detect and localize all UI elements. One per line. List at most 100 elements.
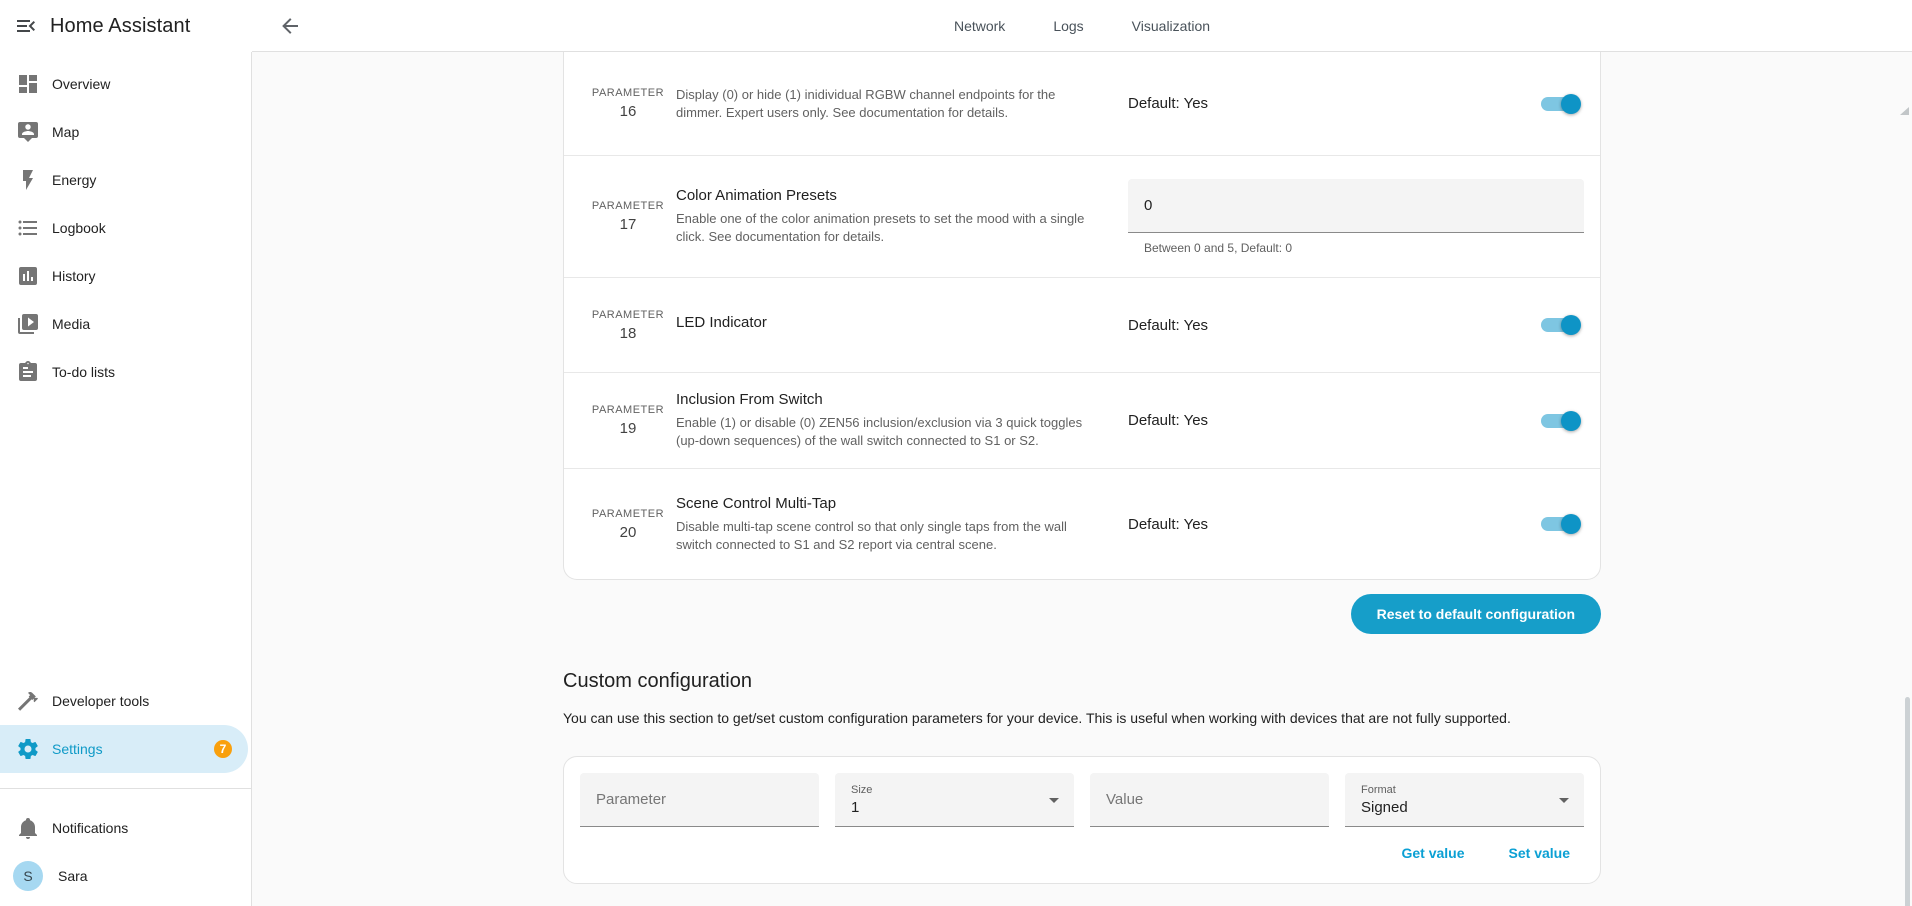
custom-configuration-description: You can use this section to get/set cust… [563,710,1511,726]
tab-network[interactable]: Network [953,17,1006,34]
bell-icon [16,816,40,840]
sidebar-header: Home Assistant [0,0,252,52]
parameter-title: Color Animation Presets [676,187,837,204]
hammer-icon [16,689,40,713]
toggle-switch[interactable] [1541,315,1581,335]
scrollbar-thumb[interactable] [1905,697,1910,906]
play-box-icon [16,312,40,336]
parameter-number: 17 [619,216,637,233]
sidebar-item-label: Settings [52,741,103,757]
lightning-bolt-icon [16,168,40,192]
parameter-label: PARAMETER [591,404,665,416]
parameter-row-18: PARAMETER 18 LED Indicator Default: Yes [564,278,1600,373]
sidebar-item-media[interactable]: Media [0,300,252,348]
sidebar-divider [0,788,252,789]
parameter-row-17: PARAMETER 17 Color Animation Presets Ena… [564,156,1600,278]
sidebar-item-map[interactable]: Map [0,108,252,156]
sidebar-item-label: Media [52,316,91,332]
toggle-switch[interactable] [1541,514,1581,534]
custom-configuration-card: Size 1 Format Signed [563,756,1601,884]
sidebar-item-label: Developer tools [52,693,150,709]
parameter-label: PARAMETER [591,507,665,520]
parameter-number: 20 [619,523,637,541]
gear-icon [16,737,40,761]
tab-bar: Network Logs Visualization [252,0,1912,52]
chart-box-icon [16,264,40,288]
parameter-description: Enable (1) or disable (0) ZEN56 inclusio… [676,415,1083,448]
value-input[interactable] [1106,791,1313,808]
top-bar: Network Logs Visualization [252,0,1912,52]
chevron-down-icon [1559,798,1569,803]
toggle-switch[interactable] [1541,410,1581,431]
size-value: 1 [851,798,860,816]
format-label: Format [1361,783,1396,796]
sidebar-item-history[interactable]: History [0,252,252,300]
config-content[interactable]: PARAMETER 16 Display (0) or hide (1) ini… [252,52,1912,906]
menu-open-icon[interactable] [14,14,38,38]
format-select[interactable]: Format Signed [1345,773,1584,827]
set-value-button[interactable]: Set value [1508,845,1570,861]
toggle-knob [1561,315,1581,335]
default-value-text: Default: Yes [1128,412,1209,429]
sidebar-item-label: To-do lists [52,364,116,380]
default-value-text: Default: Yes [1128,95,1209,112]
tab-logs[interactable]: Logs [1053,17,1084,34]
parameter-field[interactable] [580,773,819,827]
parameter-label: PARAMETER [591,200,665,212]
main-area: Network Logs Visualization PARAMETER 16 [252,0,1912,906]
get-value-button[interactable]: Get value [1401,845,1465,861]
sidebar-item-todo-lists[interactable]: To-do lists [0,348,252,396]
parameter-description: Display (0) or hide (1) inidividual RGBW… [676,86,1056,120]
sidebar-item-profile[interactable]: S Sara [0,852,252,900]
default-value-text: Default: Yes [1128,515,1209,533]
chevron-down-icon [1049,798,1059,803]
sidebar-item-logbook[interactable]: Logbook [0,204,252,252]
back-arrow-icon[interactable] [278,14,302,38]
parameter-number: 18 [619,324,637,342]
sidebar-item-label: Overview [52,76,111,92]
sidebar-item-label: Energy [52,172,97,188]
clipboard-list-icon [16,360,40,384]
value-field[interactable] [1090,773,1329,827]
sidebar-item-label: Map [52,124,80,140]
parameter-description: Enable one of the color animation preset… [676,211,1085,244]
parameter-title: Scene Control Multi-Tap [676,494,837,512]
tab-visualization[interactable]: Visualization [1131,17,1211,34]
parameter-number: 19 [619,420,637,437]
avatar: S [13,861,43,891]
scrollbar-arrow[interactable] [1900,107,1909,115]
app-title: Home Assistant [50,14,191,37]
settings-badge: 7 [214,740,232,758]
sidebar-item-developer-tools[interactable]: Developer tools [0,677,252,725]
sidebar-item-settings[interactable]: Settings 7 [0,725,248,773]
size-select[interactable]: Size 1 [835,773,1074,827]
view-dashboard-icon [16,72,40,96]
size-label: Size [851,783,873,796]
sidebar-item-energy[interactable]: Energy [0,156,252,204]
sidebar-spacer [0,396,252,677]
parameter-value-input[interactable] [1128,178,1584,233]
toggle-knob [1561,410,1581,431]
sidebar-nav: Overview Map Energy Logbook History Medi… [0,52,252,396]
sidebar-item-label: Notifications [52,820,129,836]
sidebar-bottom-nav: Developer tools Settings 7 Notifications… [0,677,252,906]
toggle-switch[interactable] [1541,93,1581,114]
sidebar-item-notifications[interactable]: Notifications [0,804,252,852]
user-name: Sara [58,868,88,884]
sidebar: Home Assistant Overview Map Energy Logbo… [0,0,252,906]
parameter-input[interactable] [596,791,803,808]
parameter-title: LED Indicator [676,313,767,331]
toggle-knob [1561,93,1581,114]
sidebar-item-overview[interactable]: Overview [0,60,252,108]
sidebar-item-label: Logbook [52,220,106,236]
parameter-label: PARAMETER [591,308,665,321]
reset-to-default-button[interactable]: Reset to default configuration [1350,594,1601,634]
toggle-knob [1561,514,1581,534]
value-range-helper: Between 0 and 5, Default: 0 [1144,240,1293,255]
parameter-title: Inclusion From Switch [676,391,823,408]
parameter-label: PARAMETER [591,87,665,99]
default-value-text: Default: Yes [1128,316,1209,334]
list-bulleted-icon [16,216,40,240]
parameter-number: 16 [619,103,637,120]
